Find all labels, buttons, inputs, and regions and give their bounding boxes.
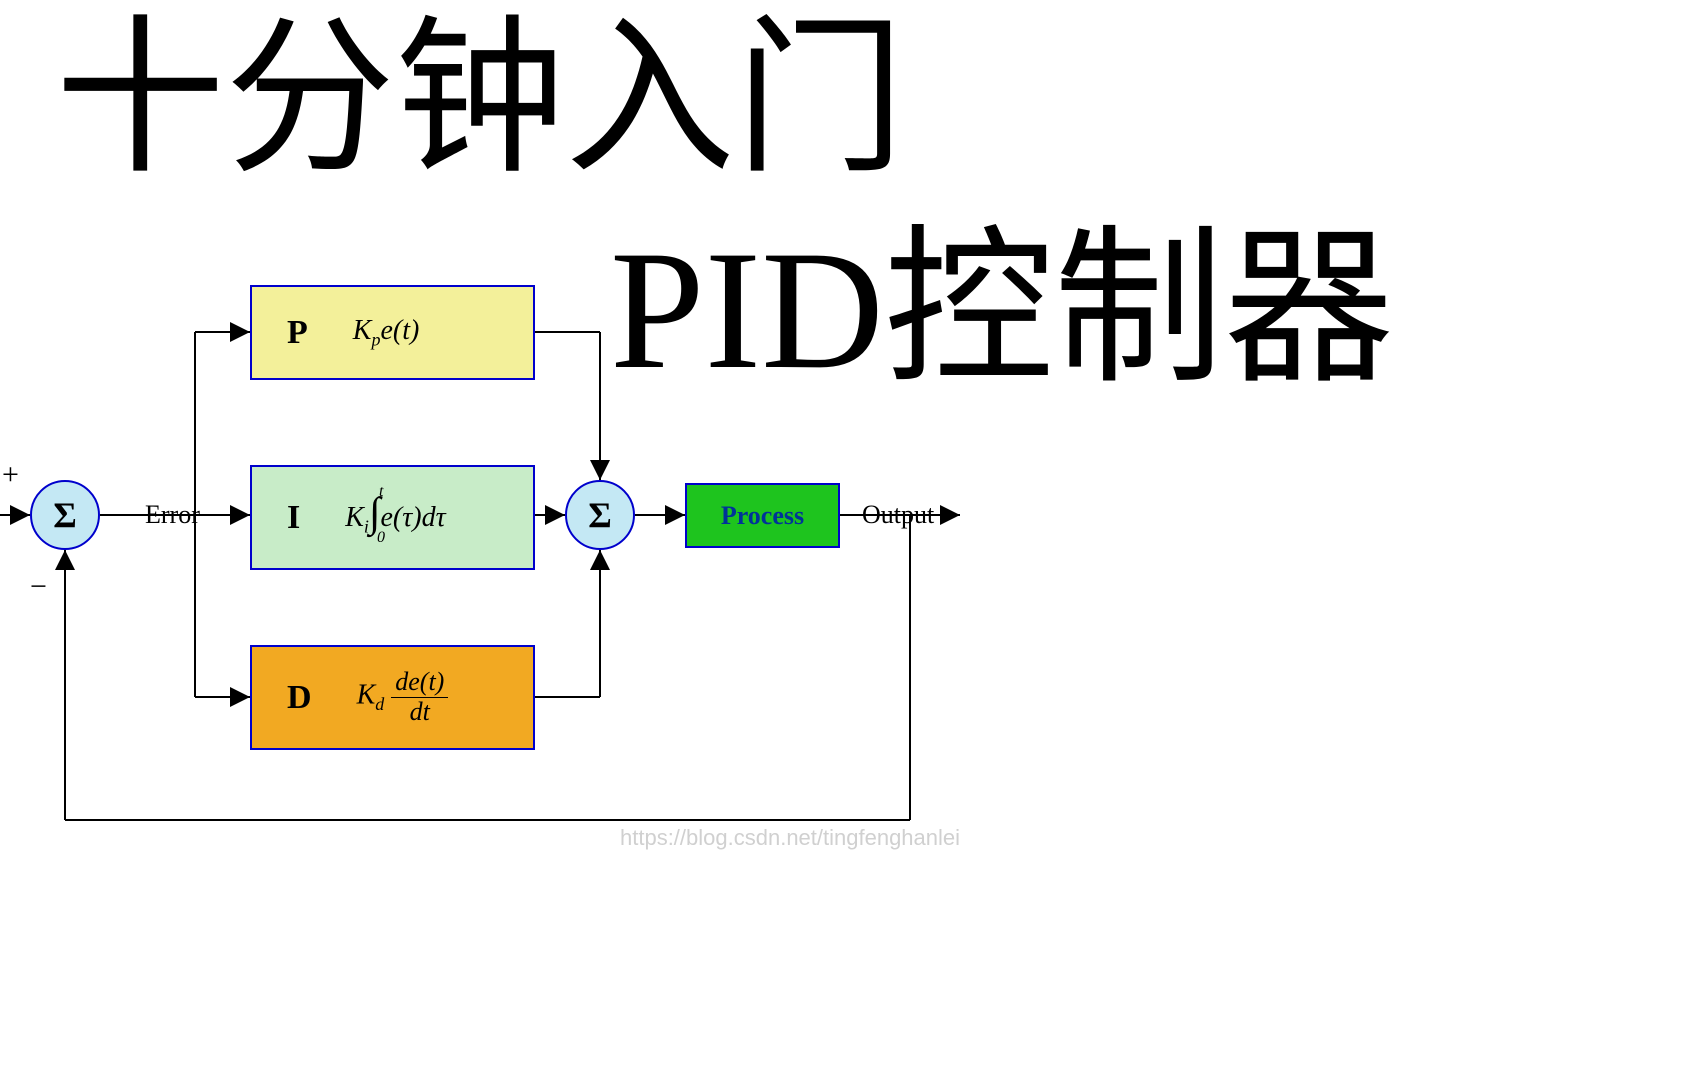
plus-sign: + — [2, 458, 19, 492]
pid-diagram: Σ + − Error P Kpe(t) I Kit∫0e(τ)dτ D Kd … — [0, 260, 1000, 880]
process-label: Process — [721, 501, 804, 531]
error-label: Error — [145, 500, 200, 530]
p-letter: P — [287, 314, 308, 352]
d-block: D Kd de(t)dt — [250, 645, 535, 750]
sigma-icon: Σ — [53, 494, 77, 536]
i-formula: Kit∫0e(τ)dτ — [345, 497, 445, 538]
sigma-icon: Σ — [588, 494, 612, 536]
process-block: Process — [685, 483, 840, 548]
sum-node-1: Σ — [30, 480, 100, 550]
output-label: Output — [862, 500, 934, 530]
p-formula: Kpe(t) — [353, 315, 420, 351]
d-letter: D — [287, 679, 312, 717]
minus-sign: − — [30, 570, 47, 604]
i-block: I Kit∫0e(τ)dτ — [250, 465, 535, 570]
p-block: P Kpe(t) — [250, 285, 535, 380]
sum-node-2: Σ — [565, 480, 635, 550]
i-letter: I — [287, 499, 300, 537]
title-line1: 十分钟入门 — [55, 15, 905, 185]
watermark: https://blog.csdn.net/tingfenghanlei — [620, 825, 960, 851]
d-formula: Kd de(t)dt — [357, 668, 449, 726]
